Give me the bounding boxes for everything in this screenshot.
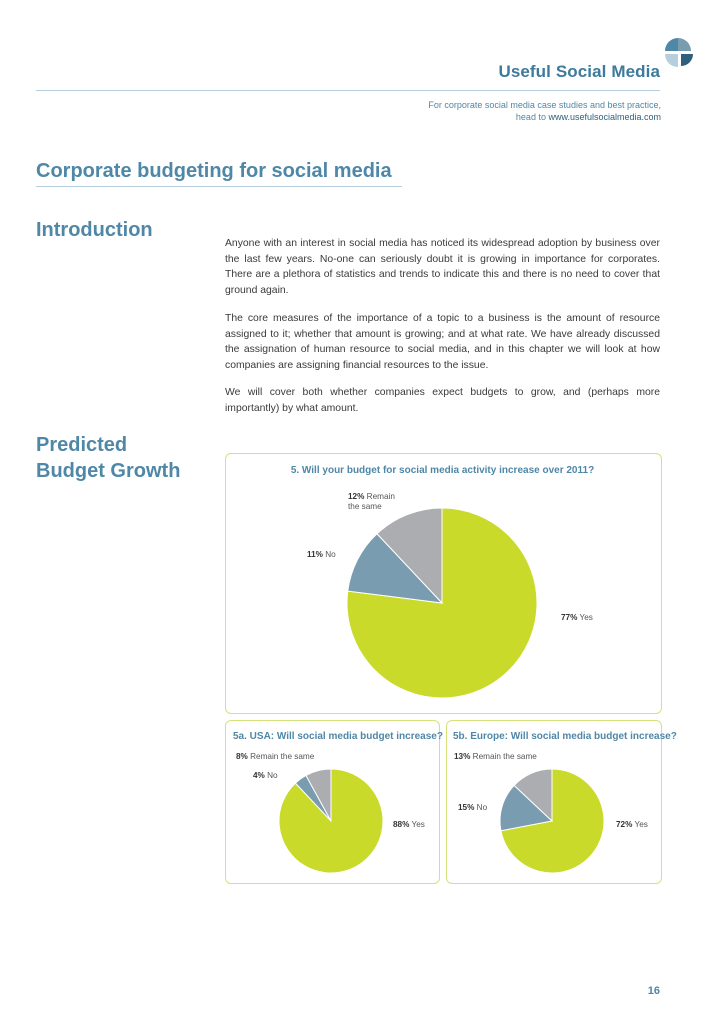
text-overall-yes: Yes [579,613,593,622]
intro-paragraph-3: We will cover both whether companies exp… [225,387,660,414]
pie-chart-europe [499,768,605,874]
tagline-prefix: head to [515,112,549,122]
label-overall-no: 11% No [307,550,336,560]
pct-overall-no: 11% [307,550,323,559]
chart-title-usa: 5a. USA: Will social media budget increa… [233,731,443,742]
page-number: 16 [647,985,660,997]
pct-europe-no: 15% [458,803,475,812]
pct-usa-yes: 88% [393,820,410,829]
tagline-link-line: head to www.usefulsocialmedia.com [330,111,661,123]
text-usa-no: No [267,771,278,780]
pct-europe-yes: 72% [616,820,633,829]
label-europe-remain: 13% Remain the same [454,752,537,762]
pie-slice-overall-no [347,533,444,604]
pie-slice-europe-no [499,784,554,832]
pct-usa-remain: 8% [236,752,248,761]
header-divider [36,90,660,91]
predicted-heading: Predicted Budget Growth [36,432,180,484]
tagline-text: For corporate social media case studies … [428,100,661,110]
brand-name: Useful Social Media [498,62,660,81]
label-usa-yes: 88% Yes [393,820,425,830]
pie-chart-usa [278,768,384,874]
text-overall-remain-1: Remain [366,492,395,501]
brand-logo [665,38,693,67]
text-europe-no: No [476,803,488,812]
intro-paragraph-1: Anyone with an interest in social media … [225,238,660,297]
label-usa-no: 4% No [253,771,278,781]
predicted-heading-line1: Predicted [36,434,128,456]
text-europe-yes: Yes [634,820,648,829]
page-title: Corporate budgeting for social media [36,160,392,182]
pie-slice-europe-remain-the-same [513,768,553,823]
title-underline [36,186,402,187]
text-overall-no: No [325,550,336,559]
intro-heading: Introduction [36,219,153,241]
chart-title-overall: 5. Will your budget for social media act… [290,465,595,476]
text-overall-remain-2: the same [348,502,382,511]
label-europe-no: 15% No [458,803,487,813]
chart-title-europe: 5b. Europe: Will social media budget inc… [453,731,677,742]
label-europe-yes: 72% Yes [616,820,648,830]
text-usa-yes: Yes [411,820,425,829]
website-link[interactable]: www.usefulsocialmedia.com [548,112,661,122]
text-europe-remain: Remain the same [472,752,537,761]
pie-chart-overall [346,507,538,699]
pie-slice-usa-remain-the-same [305,768,332,822]
pct-europe-remain: 13% [454,752,471,761]
label-usa-remain: 8% Remain the same [236,752,314,762]
pct-overall-yes: 77% [561,613,578,622]
intro-paragraph-2: The core measures of the importance of a… [225,313,660,372]
pie-slice-overall-remain-the-same [376,507,443,605]
label-overall-remain: 12% Remain the same [348,492,395,512]
pct-overall-remain: 12% [348,492,365,501]
pct-usa-no: 4% [253,771,265,780]
header-tagline: For corporate social media case studies … [330,99,661,123]
text-usa-remain: Remain the same [250,752,315,761]
predicted-heading-line2: Budget Growth [36,460,181,482]
label-overall-yes: 77% Yes [561,613,593,623]
